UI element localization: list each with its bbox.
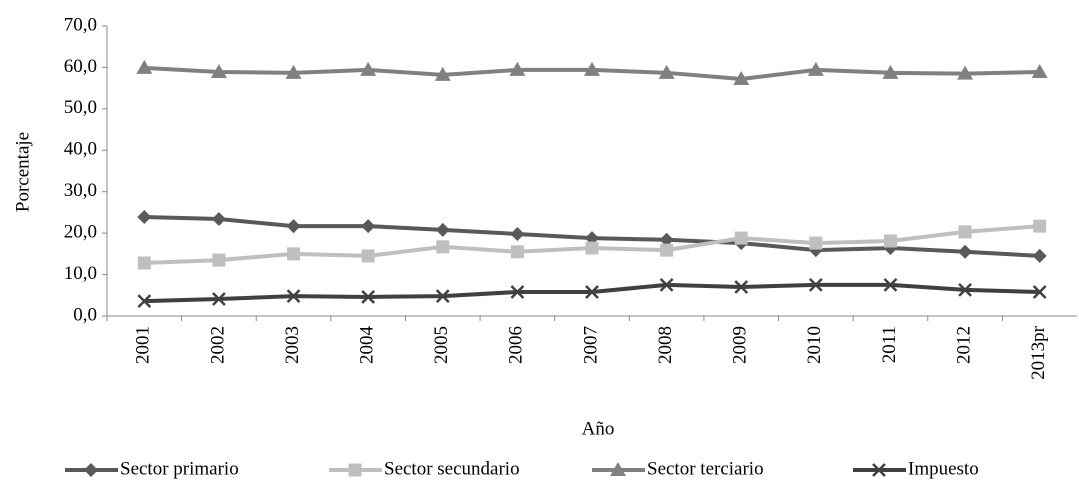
y-tick-label: 70,0 [64, 14, 97, 35]
data-point [957, 65, 974, 80]
x-tick-label: 2008 [655, 326, 676, 364]
x-tick-label: 2004 [357, 326, 378, 365]
data-point [809, 236, 823, 250]
data-point [585, 285, 599, 299]
data-point [659, 278, 674, 292]
y-axis-label: Porcentaje [12, 132, 33, 212]
data-point [212, 292, 226, 306]
y-tick-label: 0,0 [73, 304, 97, 325]
y-tick-label: 60,0 [64, 56, 97, 77]
data-point [136, 59, 153, 74]
data-point [287, 247, 301, 261]
data-point [137, 256, 151, 270]
y-tick-label: 40,0 [64, 139, 97, 160]
data-point [584, 61, 600, 76]
legend-marker [872, 463, 886, 477]
data-point [435, 289, 450, 303]
data-point [585, 241, 599, 255]
data-point [1032, 285, 1047, 299]
data-point [436, 240, 450, 254]
x-axis-label: Año [582, 418, 615, 439]
data-point [883, 234, 897, 248]
y-tick-label: 20,0 [64, 222, 97, 243]
x-tick-label: 2011 [879, 326, 900, 363]
legend-label: Sector terciario [647, 458, 764, 479]
y-tick-label: 10,0 [64, 263, 97, 284]
data-point [1031, 63, 1048, 78]
data-point [958, 244, 973, 259]
data-point [361, 219, 376, 234]
x-tick-label: 2012 [953, 326, 974, 364]
data-point [510, 226, 525, 241]
data-point [807, 61, 824, 76]
data-point [434, 66, 451, 81]
data-point [734, 280, 749, 294]
legend-label: Sector secundario [384, 458, 520, 479]
legend-label: Sector primario [120, 458, 239, 479]
data-point [212, 253, 226, 267]
data-point [510, 245, 524, 259]
legend-label: Impuesto [908, 458, 979, 479]
data-point [1032, 248, 1047, 263]
data-point [733, 71, 750, 86]
data-point [211, 212, 226, 227]
data-point [509, 61, 526, 76]
data-point [659, 232, 674, 247]
x-tick-label: 2006 [506, 326, 527, 364]
data-point [808, 278, 823, 292]
data-point [361, 290, 376, 304]
data-point [882, 64, 899, 79]
data-point [137, 294, 152, 308]
data-point [658, 64, 675, 79]
data-point [360, 61, 377, 76]
data-point [137, 209, 152, 224]
data-point [958, 225, 972, 239]
data-point [734, 231, 748, 245]
data-point [883, 278, 898, 292]
x-tick-label: 2003 [282, 326, 303, 364]
data-point [435, 222, 450, 237]
legend-marker [84, 463, 98, 477]
legend-marker [348, 463, 362, 477]
legend-marker [610, 462, 626, 476]
data-point [958, 283, 972, 297]
x-tick-label: 2005 [431, 326, 452, 364]
data-point [286, 219, 301, 234]
data-point [510, 285, 525, 299]
data-point [286, 289, 301, 303]
data-point [660, 243, 674, 257]
x-tick-label: 2002 [207, 326, 228, 364]
data-point [285, 64, 302, 79]
data-point [1033, 219, 1047, 233]
x-tick-label: 2010 [804, 326, 825, 364]
data-point [361, 249, 375, 263]
x-tick-label: 2009 [730, 326, 751, 364]
data-point [210, 63, 227, 78]
x-tick-label: 2007 [580, 326, 601, 364]
x-tick-label: 2001 [133, 326, 154, 364]
y-tick-label: 50,0 [64, 97, 97, 118]
x-tick-label: 2013pr [1028, 325, 1049, 380]
y-tick-label: 30,0 [64, 180, 97, 201]
